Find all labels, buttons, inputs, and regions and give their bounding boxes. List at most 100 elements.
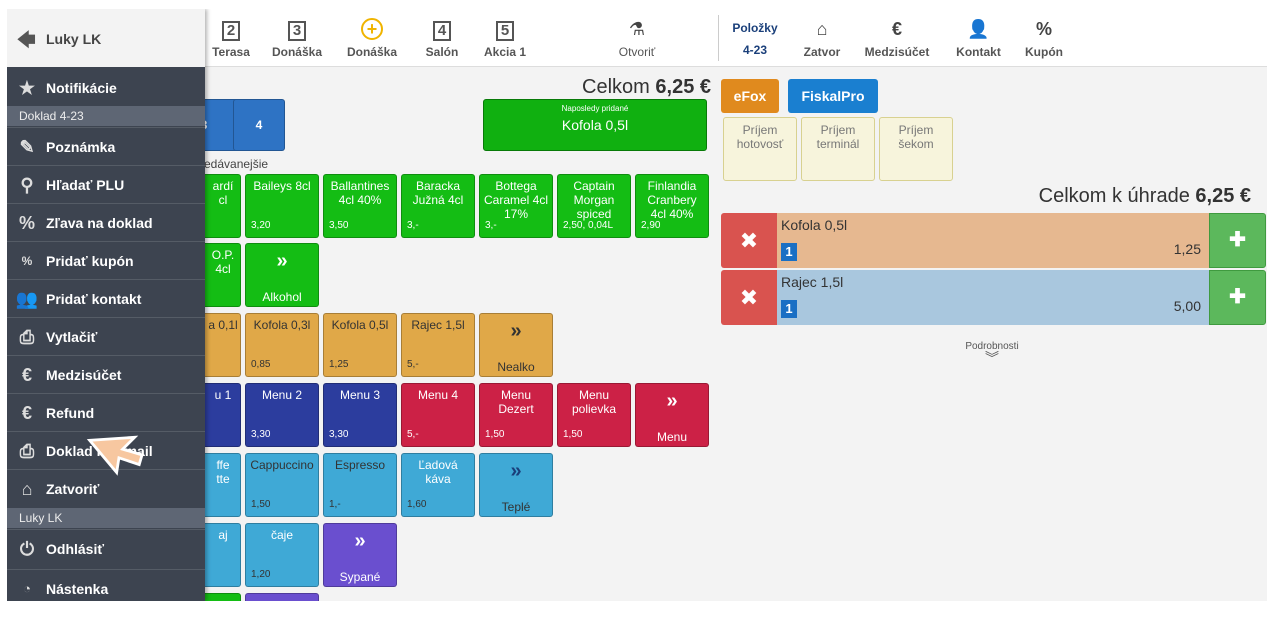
product-tile[interactable]: Menu 2 3,30 [245, 383, 319, 447]
items-button[interactable]: Položky 4-23 [732, 21, 778, 57]
product-tile[interactable]: Ballantines 4cl 40% 3,50 [323, 174, 397, 238]
order-item: ✖ Kofola 0,5l 1 1,25 ✚ [721, 213, 1266, 268]
sidebar-item-board[interactable]: ◔ Nástenka [7, 569, 205, 601]
card-payment-button[interactable]: Príjem terminál [801, 117, 875, 181]
product-tile[interactable]: Espresso 1,- [323, 453, 397, 517]
product-tile[interactable]: Kofola 0,5l 1,25 [323, 313, 397, 377]
back-arrow-icon: 🡄 [17, 30, 36, 50]
category-more-tile[interactable]: » Teplé [479, 453, 553, 517]
amount-due: Celkom k úhrade 6,25 € [1038, 185, 1251, 207]
fiskalpro-button[interactable]: FiskalPro [788, 79, 878, 113]
contact-button[interactable]: 👤 Kontakt [951, 9, 1006, 67]
chevron-right-icon: » [510, 460, 522, 482]
sidebar-item-notifications[interactable]: ★ Notifikácie [7, 69, 205, 107]
dashboard-icon: ◔ [23, 581, 31, 596]
coupon-icon: % [1035, 19, 1052, 39]
tab-salon[interactable]: 4 Salón [425, 21, 459, 59]
category-more-tile[interactable]: » Sypané [323, 523, 397, 587]
sidebar-item-logout[interactable]: ⏻ Odhlásiť [7, 529, 205, 567]
email-icon: ⎙ [19, 441, 35, 461]
tab-akcia-1[interactable]: 5 Akcia 1 [483, 21, 527, 59]
order-item-body[interactable]: Rajec 1,5l 1 5,00 [777, 270, 1209, 325]
toolbar-divider [718, 15, 719, 61]
order-item: ✖ Rajec 1,5l 1 5,00 ✚ [721, 270, 1266, 325]
product-tile[interactable]: Kofola 0,3l 0,85 [245, 313, 319, 377]
product-tile[interactable]: Cappuccino 1,50 [245, 453, 319, 517]
product-tile[interactable]: Menu polievka 1,50 [557, 383, 631, 447]
product-tile[interactable]: Rajec 1,5l 5,- [401, 313, 475, 377]
remove-item-icon[interactable]: ✖ [721, 213, 777, 268]
note-icon: ✎ [19, 137, 35, 157]
coupon-button[interactable]: % Kupón [1019, 9, 1069, 67]
product-tile[interactable]: Menu 3 3,30 [323, 383, 397, 447]
euro-icon: € [21, 365, 32, 385]
print-icon: ⎙ [19, 327, 35, 347]
product-tile[interactable]: Captain Morgan spiced 2,50, 0,04L [557, 174, 631, 238]
table-tile[interactable]: 4 [233, 99, 285, 151]
euro-icon: € [891, 19, 902, 39]
category-more-tile[interactable]: » Menu [635, 383, 709, 447]
subtotal-button[interactable]: € Medzisúčet [862, 9, 932, 67]
pos-app: 2 Terasa 3 Donáška + Donáška 4 Salón 5 A… [7, 9, 1267, 601]
remove-item-icon[interactable]: ✖ [721, 270, 777, 325]
open-button[interactable]: ⚗ Otvoriť [602, 9, 672, 67]
chevron-right-icon: » [276, 250, 288, 272]
contacts-icon: 👥 [15, 289, 39, 309]
product-tile[interactable]: Ľadová káva 1,60 [401, 453, 475, 517]
table-number-icon: 4 [433, 21, 451, 41]
chevron-right-icon: » [666, 390, 678, 412]
product-tile[interactable]: Bottega Caramel 4cl 17% 3,- [479, 174, 553, 238]
product-tile[interactable]: čaje 1,20 [245, 523, 319, 587]
cash-payment-button[interactable]: Príjem hotovosť [723, 117, 797, 181]
section-label-user: Luky LK [7, 508, 205, 528]
quantity-badge: 1 [781, 243, 797, 261]
add-contact-icon: 👤 [967, 19, 990, 39]
order-total: Celkom 6,25 € [582, 76, 711, 98]
tab-donaska-3[interactable]: 3 Donáška [271, 21, 323, 59]
product-tile[interactable]: Menu 4 5,- [401, 383, 475, 447]
efox-button[interactable]: eFox [721, 79, 779, 113]
top-toolbar: 2 Terasa 3 Donáška + Donáška 4 Salón 5 A… [7, 9, 1267, 67]
check-payment-button[interactable]: Príjem šekom [879, 117, 953, 181]
last-added-box[interactable]: Naposledy pridané Kofola 0,5l [483, 99, 707, 151]
percent-icon: % [18, 213, 35, 233]
sidebar-header[interactable]: 🡄 Luky LK [7, 9, 205, 67]
table-number-icon: 2 [222, 21, 240, 41]
section-label-doc: Doklad 4-23 [7, 106, 205, 126]
sidebar-item-subtotal[interactable]: € Medzisúčet [7, 355, 205, 393]
add-item-icon[interactable]: ✚ [1209, 270, 1266, 325]
sidebar-item-note[interactable]: ✎ Poznámka [7, 127, 205, 165]
details-toggle[interactable]: Podrobnosti ︾ [927, 341, 1057, 366]
tab-donaska-new[interactable]: + Donáška [346, 18, 398, 59]
star-icon: ★ [18, 78, 36, 98]
sidebar-item-search-plu[interactable]: ⚲ Hľadať PLU [7, 165, 205, 203]
sidebar-item-add-coupon[interactable]: % Pridať kupón [7, 241, 205, 279]
pointer-cursor-icon [86, 435, 144, 476]
product-tile[interactable]: Baracka Južná 4cl 3,- [401, 174, 475, 238]
order-item-body[interactable]: Kofola 0,5l 1 1,25 [777, 213, 1209, 268]
table-number-icon: 3 [288, 21, 306, 41]
search-icon: ⚲ [20, 175, 34, 195]
category-more-tile[interactable]: » Alkohol [245, 243, 319, 307]
quantity-badge: 1 [781, 300, 797, 318]
chevron-down-icon: ︾ [985, 350, 999, 366]
sidebar-item-close[interactable]: ⌂ Zatvoriť [7, 469, 205, 507]
tab-terasa[interactable]: 2 Terasa [212, 21, 250, 59]
category-more-tile[interactable]: » Nealko [479, 313, 553, 377]
add-circle-icon: + [361, 18, 383, 40]
chevron-right-icon: » [510, 320, 522, 342]
product-tile[interactable]: Menu Dezert 1,50 [479, 383, 553, 447]
coupon-icon: % [21, 254, 33, 268]
product-tile[interactable]: Finlandia Cranbery 4cl 40% 2,90 [635, 174, 709, 238]
product-tile[interactable]: Baileys 8cl 3,20 [245, 174, 319, 238]
close-table-button[interactable]: ⌂ Zatvor [797, 9, 847, 67]
sidebar-item-discount[interactable]: % Zľava na doklad [7, 203, 205, 241]
refund-icon: € [21, 403, 32, 423]
add-item-icon[interactable]: ✚ [1209, 213, 1266, 268]
sidebar-item-print[interactable]: ⎙ Vytlačiť [7, 317, 205, 355]
product-tile[interactable] [245, 593, 319, 601]
sidebar-item-refund[interactable]: € Refund [7, 393, 205, 431]
home-icon: ⌂ [21, 479, 33, 499]
sidebar-item-add-contact[interactable]: 👥 Pridať kontakt [7, 279, 205, 317]
table-number-icon: 5 [496, 21, 514, 41]
